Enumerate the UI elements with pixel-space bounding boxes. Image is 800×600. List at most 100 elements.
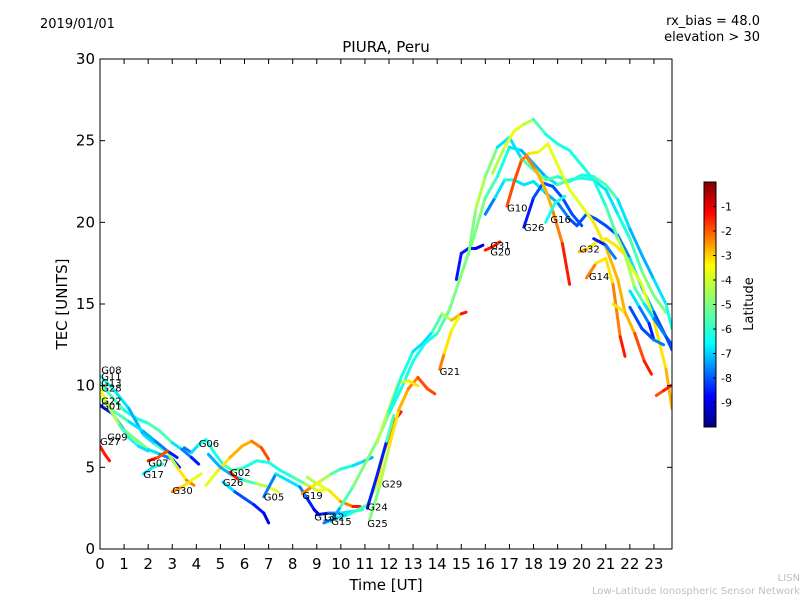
series-segment <box>137 444 150 453</box>
series-track <box>522 181 584 229</box>
x-tick-label: 5 <box>216 555 226 573</box>
series-segment <box>356 503 369 512</box>
series-segment <box>652 294 668 314</box>
series-segment <box>633 331 646 363</box>
series-segment <box>231 465 246 473</box>
series-segment <box>279 469 295 479</box>
series-segment <box>375 407 391 445</box>
series-segment <box>100 380 114 399</box>
series-segment <box>315 511 331 517</box>
series-segment <box>334 513 350 520</box>
series-segment <box>623 310 637 335</box>
date-label: 2019/01/01 <box>40 17 115 32</box>
settings-info: rx_bias = 48.0 elevation > 30 <box>664 14 760 46</box>
series-segment <box>346 508 360 517</box>
x-axis: 0 1 2 3 4 5 6 7 8 9 10 11 12 13 14 15 16 17 18 19 20 21 22 23 <box>95 59 663 573</box>
y-tick-label: 10 <box>76 377 95 395</box>
credit-block: LISN Low-Latitude Ionospheric Sensor Net… <box>592 572 800 598</box>
series-segment <box>522 196 535 229</box>
series-segment <box>568 188 584 208</box>
series-segment <box>652 338 666 347</box>
series-segment <box>156 449 169 459</box>
series-segment <box>100 395 116 414</box>
series-segment <box>385 413 396 443</box>
series-segment <box>426 387 437 396</box>
series-segment <box>127 420 145 433</box>
series-segment <box>442 328 454 355</box>
series-segment <box>228 444 244 459</box>
series-segment <box>568 173 584 183</box>
series-segment <box>580 204 596 224</box>
satellite-label: G26 <box>524 223 544 234</box>
satellite-label: G24 <box>367 503 387 514</box>
satellite-label: G09 <box>107 432 127 443</box>
series-segment <box>435 309 451 335</box>
series-segment <box>505 180 516 208</box>
series-segment <box>228 470 239 481</box>
series-segment <box>652 278 668 306</box>
series-segment <box>100 374 116 393</box>
y-tick-label: 25 <box>76 132 95 150</box>
series-segment <box>146 447 162 456</box>
series-segment <box>204 469 220 487</box>
satellite-label: G14 <box>589 272 609 283</box>
series-segment <box>250 439 263 450</box>
series-track <box>100 395 179 459</box>
satellite-label: G21 <box>440 367 460 378</box>
series-segment <box>652 318 668 371</box>
series-segment <box>113 389 131 410</box>
x-tick-label: 4 <box>192 555 202 573</box>
series-segment <box>170 441 184 451</box>
series-segment <box>113 410 131 424</box>
series-segment <box>165 449 179 459</box>
series-segment <box>377 446 391 489</box>
series-segment <box>604 237 617 247</box>
series-track <box>483 240 502 252</box>
satellite-label: G05 <box>264 493 284 504</box>
series-segment <box>315 482 331 492</box>
satellite-label: G13 <box>101 378 121 389</box>
series-track <box>467 135 672 330</box>
series-segment <box>544 132 560 146</box>
series-track <box>146 449 169 463</box>
satellite-label: G15 <box>331 517 351 528</box>
x-tick-label: 20 <box>572 555 591 573</box>
series-segment <box>262 472 278 499</box>
series-segment <box>141 465 155 476</box>
series-segment <box>551 184 564 200</box>
colorbar-tick-label: -1 <box>721 201 732 214</box>
series-segment <box>556 201 572 221</box>
series-segment <box>495 145 511 179</box>
series-track <box>368 376 437 522</box>
series-segment <box>527 150 540 156</box>
series-segment <box>613 243 627 257</box>
series-segment <box>411 341 427 363</box>
x-tick-label: 8 <box>288 555 298 573</box>
series-track <box>654 384 672 397</box>
series-segment <box>592 175 608 187</box>
series-segment <box>286 478 302 489</box>
series-segment <box>399 349 415 379</box>
series-segment <box>585 261 598 280</box>
series-segment <box>592 237 608 247</box>
x-tick-label: 9 <box>312 555 322 573</box>
series-segment <box>255 459 271 464</box>
series-segment <box>493 178 507 200</box>
series-segment <box>495 135 511 149</box>
series-segment <box>623 253 637 290</box>
series-segment <box>633 286 646 306</box>
series-segment <box>556 142 572 152</box>
series-segment <box>491 145 507 175</box>
series-segment <box>291 475 307 486</box>
series-segment <box>628 237 644 273</box>
series-segment <box>532 181 545 200</box>
x-tick-label: 7 <box>264 555 274 573</box>
series-segment <box>522 180 535 187</box>
series-segment <box>491 240 502 249</box>
series-track <box>100 444 112 463</box>
series-segment <box>399 359 415 391</box>
series-segment <box>604 256 615 286</box>
series-segment <box>534 168 548 192</box>
series-segment <box>553 194 567 205</box>
series-track <box>628 305 666 347</box>
